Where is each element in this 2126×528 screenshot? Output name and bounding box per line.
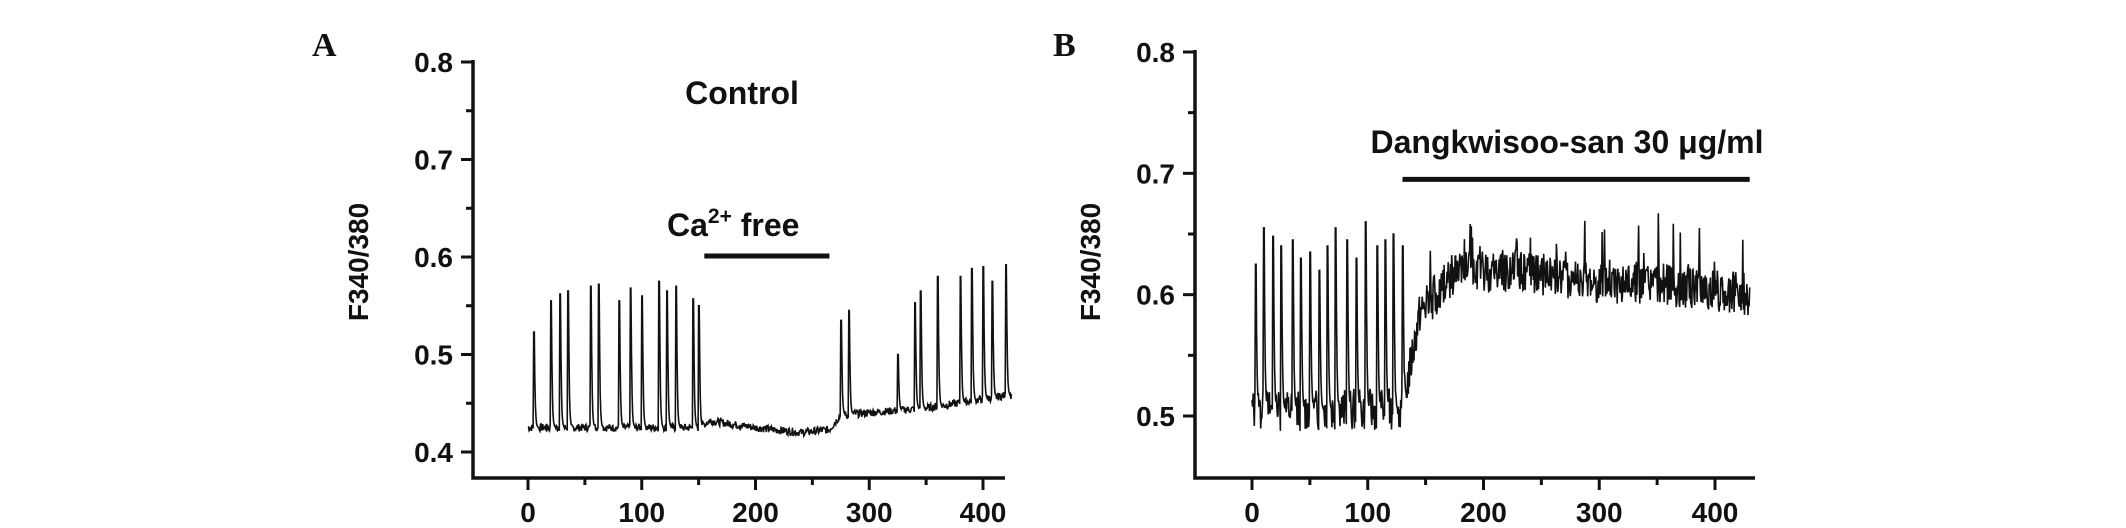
x-tick-label: 200	[1460, 497, 1507, 528]
axes	[471, 60, 1005, 480]
treatment-label: Ca2+ free	[667, 205, 799, 243]
x-ticks: 0 100 200 300 400	[1244, 478, 1738, 528]
x-tick-label: 100	[1344, 497, 1391, 528]
panel-label: B	[1053, 27, 1076, 64]
x-tick-label: 100	[618, 497, 665, 528]
plot-annotations: Control Ca2+ free	[667, 75, 830, 259]
series-trace	[1251, 213, 1751, 431]
panel-b: B F340/380 0.5 0.6 0.7 0.8 0 100 200 300 400 Da…	[1053, 27, 1764, 528]
y-ticks: 0.4 0.5 0.6 0.7 0.8	[414, 47, 473, 468]
x-tick-label: 0	[1244, 497, 1260, 528]
axis-frame	[471, 60, 1005, 480]
y-axis-label: F340/380	[1075, 203, 1106, 321]
plot-annotations: Dangkwisoo-san 30 μg/ml	[1371, 124, 1764, 182]
y-tick-label: 0.8	[414, 47, 453, 78]
y-tick-label: 0.4	[414, 437, 453, 468]
y-tick-label: 0.5	[1136, 401, 1175, 432]
y-tick-label: 0.8	[1136, 37, 1175, 68]
x-tick-label: 200	[732, 497, 779, 528]
panel-label: A	[312, 27, 337, 64]
y-axis-label: F340/380	[343, 203, 374, 321]
y-tick-label: 0.5	[414, 340, 453, 371]
x-tick-label: 400	[1692, 497, 1739, 528]
y-tick-label: 0.7	[1136, 158, 1175, 189]
x-tick-label: 300	[846, 497, 893, 528]
y-tick-label: 0.6	[414, 242, 453, 273]
y-ticks: 0.5 0.6 0.7 0.8	[1136, 37, 1195, 432]
panel-a: A F340/380 0.4 0.5 0.6 0.7 0.8 0 100 200 300 400…	[312, 27, 1013, 528]
treatment-label-main: Ca	[667, 207, 708, 243]
x-tick-label: 400	[960, 497, 1007, 528]
axes	[1193, 50, 1755, 480]
chart-title: Control	[685, 75, 799, 111]
x-tick-label: 300	[1576, 497, 1623, 528]
treatment-label-sup: 2+	[708, 205, 732, 228]
x-tick-label: 0	[520, 497, 536, 528]
y-tick-label: 0.7	[414, 145, 453, 176]
series-trace	[527, 264, 1013, 439]
treatment-label: Dangkwisoo-san 30 μg/ml	[1371, 124, 1764, 160]
y-tick-label: 0.6	[1136, 280, 1175, 311]
axis-frame	[1193, 50, 1755, 480]
x-ticks: 0 100 200 300 400	[520, 478, 1006, 528]
treatment-label-rest: free	[732, 207, 800, 243]
